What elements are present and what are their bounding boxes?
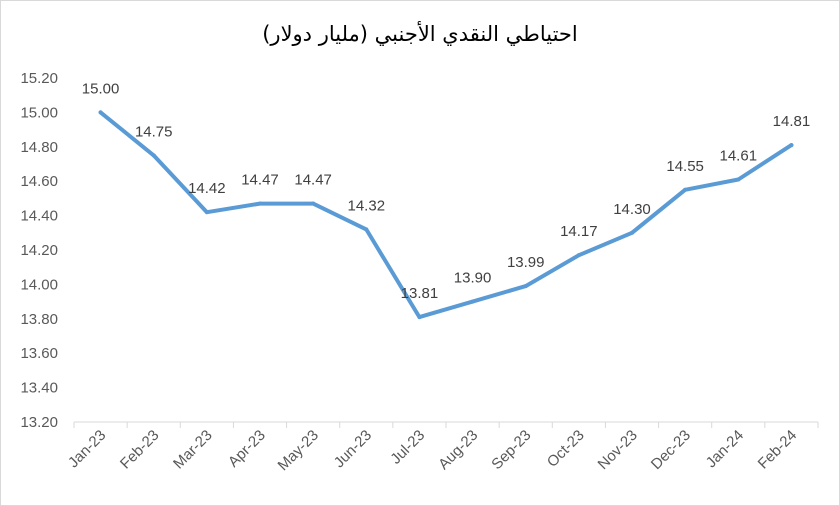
- x-tick-label: May-23: [275, 427, 322, 474]
- x-tick-label: Jul-23: [387, 427, 428, 468]
- y-tick-label: 13.40: [20, 380, 58, 397]
- data-label: 13.90: [454, 270, 492, 287]
- data-point: [470, 299, 475, 304]
- data-label: 13.99: [507, 254, 545, 271]
- data-point: [151, 153, 156, 158]
- x-tick-label: Jun-23: [331, 427, 375, 471]
- y-tick-label: 14.00: [20, 276, 58, 293]
- data-point: [576, 253, 581, 258]
- data-label: 14.47: [294, 172, 332, 189]
- data-label: 14.17: [560, 223, 598, 240]
- x-tick-label: Feb-24: [755, 427, 801, 473]
- data-label: 14.55: [666, 158, 704, 175]
- y-tick-label: 15.00: [20, 104, 58, 121]
- data-point: [789, 143, 794, 148]
- data-label: 13.81: [401, 285, 439, 302]
- y-tick-label: 14.40: [20, 208, 58, 225]
- y-tick-label: 14.80: [20, 139, 58, 156]
- x-tick-label: Jan-24: [703, 427, 747, 471]
- y-axis: 13.20 13.40 13.60 13.80 14.00 14.20 14.40 14.60…: [20, 70, 58, 431]
- y-tick-label: 13.60: [20, 345, 58, 362]
- data-point: [736, 177, 741, 182]
- data-label: 14.75: [135, 123, 173, 140]
- data-point: [523, 284, 528, 289]
- data-point: [364, 227, 369, 232]
- x-tick-label: Jan-23: [65, 427, 109, 471]
- series-line-group: [98, 110, 794, 320]
- y-tick-label: 14.20: [20, 242, 58, 259]
- x-tick-label: Sep-23: [488, 427, 534, 473]
- series-line: [98, 110, 794, 320]
- data-point: [630, 230, 634, 235]
- y-tick-label: 15.20: [20, 70, 58, 87]
- x-tick-label: Apr-23: [225, 427, 269, 471]
- data-label: 14.61: [720, 147, 758, 164]
- data-label: 14.30: [613, 201, 651, 218]
- x-tick-label: Dec-23: [648, 427, 694, 473]
- x-tick-label: Aug-23: [435, 427, 481, 473]
- data-point: [204, 210, 209, 215]
- chart-title: احتياطي النقدي الأجنبي (مليار دولار): [262, 22, 578, 46]
- y-tick-label: 14.60: [20, 173, 58, 190]
- data-labels: 15.00 14.75 14.42 14.47 14.47 14.32 13.81 13.90…: [82, 80, 810, 302]
- x-tick-label: Nov-23: [595, 427, 641, 473]
- y-tick-label: 13.20: [20, 414, 58, 431]
- data-label: 14.81: [773, 113, 811, 130]
- data-label: 14.42: [188, 180, 226, 197]
- data-label: 14.47: [241, 172, 279, 189]
- x-tick-label: Mar-23: [170, 427, 216, 473]
- data-point: [258, 201, 262, 206]
- x-axis: Jan-23 Feb-23 Mar-23 Apr-23 May-23 Jun-23 Jul-…: [65, 421, 819, 474]
- x-tick-label: Oct-23: [544, 427, 588, 471]
- y-tick-label: 13.80: [20, 311, 58, 328]
- x-tick-label: Feb-23: [117, 427, 163, 473]
- data-point: [98, 110, 103, 115]
- data-point: [311, 201, 316, 206]
- data-label: 14.32: [348, 197, 386, 214]
- data-point: [683, 187, 688, 192]
- data-point: [417, 315, 422, 320]
- data-label: 15.00: [82, 80, 120, 97]
